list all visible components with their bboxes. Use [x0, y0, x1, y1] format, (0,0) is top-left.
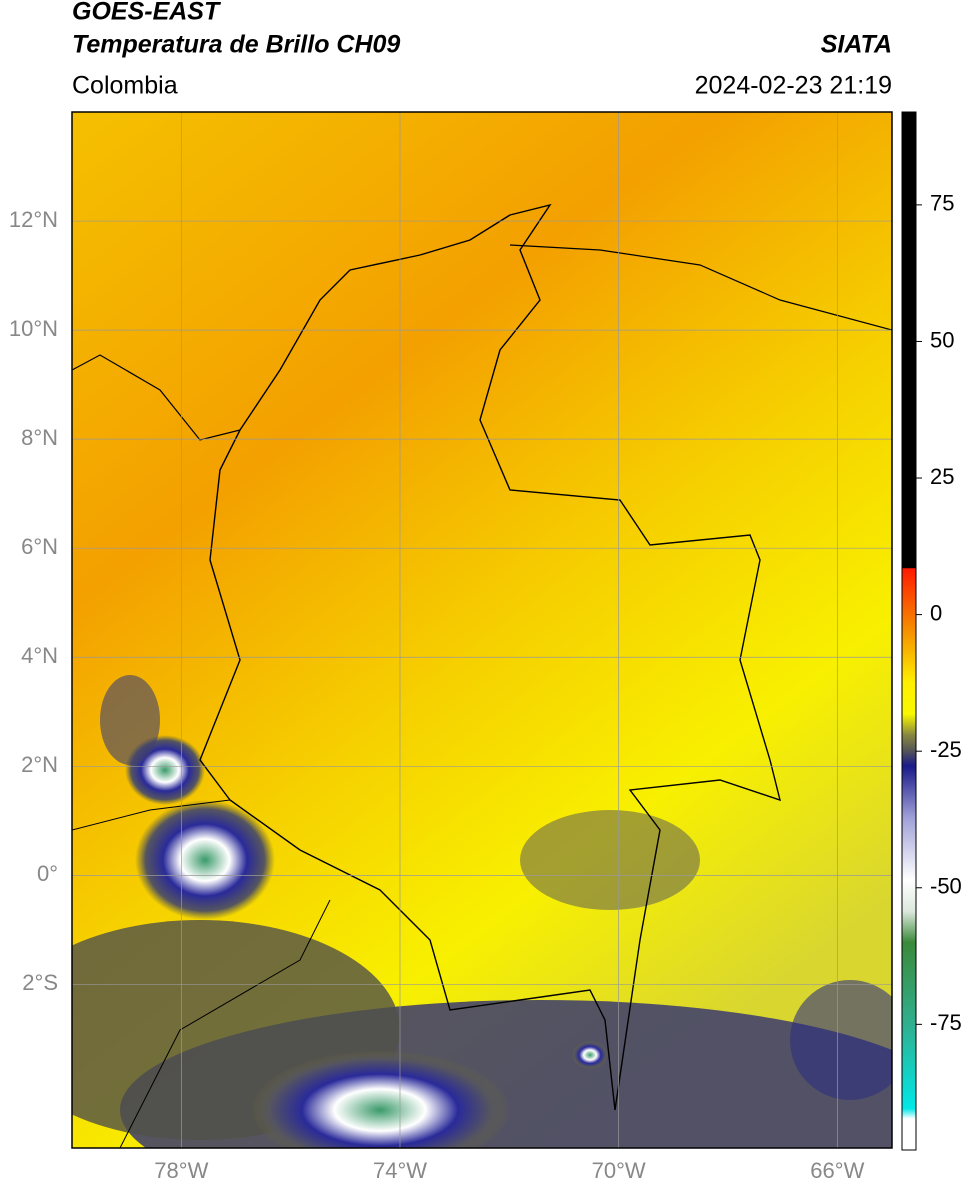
colorbar-label: -50 — [930, 874, 962, 899]
lat-label: 2°N — [21, 752, 58, 777]
colorbar-label: -25 — [930, 737, 962, 762]
lon-label: 74°W — [373, 1158, 427, 1183]
map-frame — [71, 111, 893, 1149]
title: GOES-EAST — [72, 0, 222, 26]
colorbar-label: 25 — [930, 464, 954, 489]
lat-label: 8°N — [21, 425, 58, 450]
map-image — [72, 112, 892, 1148]
lon-label: 66°W — [810, 1158, 864, 1183]
lat-label: 6°N — [21, 534, 58, 559]
region: Colombia — [72, 72, 178, 100]
colorbar-label: -75 — [930, 1010, 962, 1035]
subtitle: Temperatura de Brillo CH09 — [72, 31, 400, 59]
lat-label: 2°S — [22, 970, 58, 995]
colorbar-label: 0 — [930, 600, 942, 625]
colorbar-label: 50 — [930, 327, 954, 352]
colorbar — [901, 111, 917, 1151]
lat-label: 12°N — [9, 207, 58, 232]
lat-label: 10°N — [9, 316, 58, 341]
colorbar-label: 75 — [930, 191, 954, 216]
lat-label: 0° — [37, 861, 58, 886]
datetime: 2024-02-23 21:19 — [695, 72, 892, 100]
lon-label: 70°W — [592, 1158, 646, 1183]
agency: SIATA — [821, 31, 892, 59]
lat-label: 4°N — [21, 643, 58, 668]
lon-label: 78°W — [154, 1158, 208, 1183]
